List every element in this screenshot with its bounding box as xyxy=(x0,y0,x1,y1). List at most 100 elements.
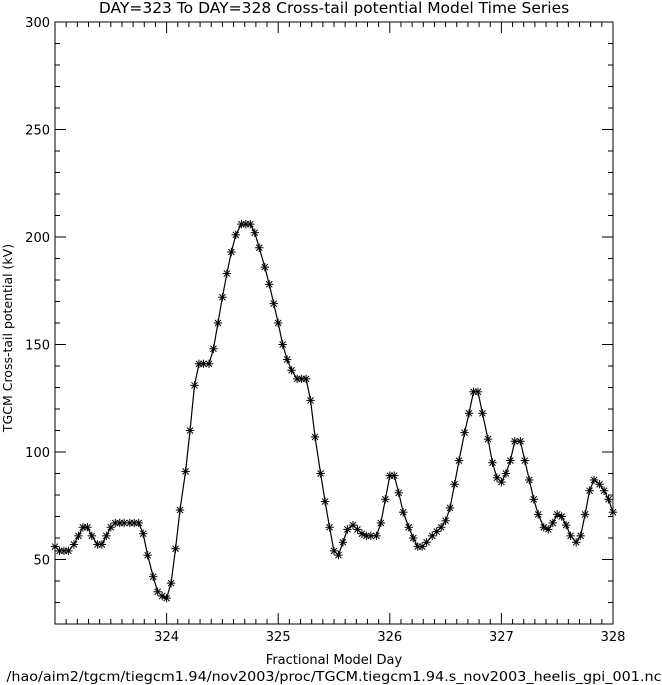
data-point xyxy=(394,488,403,498)
data-point xyxy=(445,503,455,513)
data-point xyxy=(516,437,525,446)
data-point xyxy=(218,293,227,302)
data-point xyxy=(227,247,236,257)
y-tick-label: 150 xyxy=(25,339,50,354)
data-point xyxy=(250,228,259,237)
data-point xyxy=(166,578,176,588)
data-point xyxy=(595,480,604,489)
data-point xyxy=(119,518,129,528)
data-point xyxy=(325,523,334,532)
data-point xyxy=(102,531,111,541)
data-point xyxy=(529,495,538,504)
data-point xyxy=(190,381,199,390)
data-point xyxy=(561,520,571,530)
data-point xyxy=(246,219,255,229)
data-point xyxy=(343,525,352,534)
axis-ticks xyxy=(55,21,614,625)
data-point xyxy=(87,531,97,541)
data-point xyxy=(497,477,506,487)
data-point xyxy=(213,318,223,328)
data-point xyxy=(204,359,214,369)
data-point xyxy=(454,456,464,465)
axis-tick-labels: 324 325 326 327 328 50 100 150 200 250 300 xyxy=(25,16,625,645)
data-point xyxy=(464,409,474,418)
data-point xyxy=(473,387,483,396)
data-point xyxy=(580,510,590,519)
data-point xyxy=(316,469,325,478)
y-tick-label: 50 xyxy=(33,554,50,569)
data-point xyxy=(376,518,386,528)
y-tick-label: 100 xyxy=(25,446,50,461)
data-point xyxy=(171,544,180,553)
x-tick-label: 324 xyxy=(154,630,179,645)
data-point xyxy=(557,512,566,521)
data-point xyxy=(181,467,190,476)
data-point xyxy=(301,374,311,384)
data-point xyxy=(265,280,274,289)
data-point xyxy=(608,508,618,517)
y-tick-label: 200 xyxy=(25,231,50,246)
data-point xyxy=(548,518,557,528)
x-tick-label: 326 xyxy=(377,630,402,645)
data-point xyxy=(488,458,497,467)
y-tick-label: 300 xyxy=(25,16,50,31)
data-point xyxy=(69,540,79,549)
data-point xyxy=(604,495,613,504)
data-point xyxy=(175,505,185,515)
data-point xyxy=(134,518,143,528)
data-point xyxy=(441,516,450,525)
data-point xyxy=(64,546,73,556)
data-point xyxy=(255,243,264,252)
data-point xyxy=(585,486,594,495)
data-point xyxy=(149,572,158,581)
data-point xyxy=(282,355,292,364)
data-point xyxy=(483,434,493,444)
data-point xyxy=(143,551,152,560)
data-point xyxy=(404,523,413,532)
data-point xyxy=(320,497,330,506)
data-point xyxy=(599,486,609,495)
data-point xyxy=(576,531,585,541)
data-point xyxy=(74,531,83,541)
data-point xyxy=(390,471,399,480)
data-point xyxy=(525,475,534,485)
data-point xyxy=(566,531,575,541)
data-point xyxy=(409,533,418,543)
x-tick-label: 327 xyxy=(489,630,514,645)
data-point xyxy=(97,540,107,549)
data-point xyxy=(274,318,283,328)
data-point xyxy=(534,510,543,519)
data-point xyxy=(422,538,431,547)
data-point xyxy=(222,269,232,278)
data-point xyxy=(520,456,530,465)
data-point xyxy=(185,426,195,435)
series-markers xyxy=(50,219,618,603)
x-tick-label: 325 xyxy=(266,630,291,645)
data-point xyxy=(506,456,515,465)
data-point xyxy=(372,531,381,541)
data-point xyxy=(460,428,469,437)
chart-title: DAY=323 To DAY=328 Cross-tail potential … xyxy=(99,0,569,17)
data-point xyxy=(381,495,390,504)
data-point xyxy=(310,432,320,442)
data-point xyxy=(544,525,553,534)
series-line xyxy=(54,223,614,600)
data-point xyxy=(478,409,487,418)
data-point xyxy=(162,594,171,603)
data-point xyxy=(209,344,218,353)
data-point xyxy=(278,340,287,349)
data-point xyxy=(338,538,348,547)
data-point xyxy=(510,437,519,446)
plot-frame xyxy=(54,21,614,625)
data-point xyxy=(334,551,343,560)
data-point xyxy=(83,523,92,532)
y-axis-label: TGCM Cross-tail potential (kV) xyxy=(0,244,15,433)
data-point xyxy=(269,299,278,308)
data-point xyxy=(231,230,240,240)
data-point xyxy=(398,508,408,517)
x-axis-label: Fractional Model Day xyxy=(266,653,403,668)
data-point xyxy=(199,359,208,369)
data-point xyxy=(287,366,296,375)
data-point xyxy=(450,480,459,489)
